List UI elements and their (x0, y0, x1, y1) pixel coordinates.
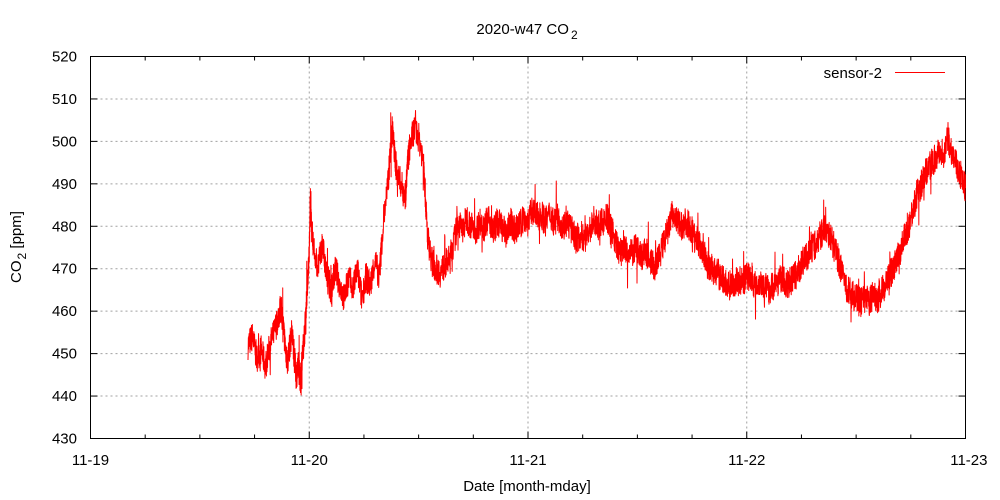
x-tick-labels: 11-19 11-20 11-21 11-22 11-23 (72, 452, 988, 469)
x-tick-label: 11-20 (291, 452, 328, 469)
y-tick-label: 470 (52, 261, 77, 278)
x-tick-label: 11-22 (728, 452, 765, 469)
y-tick-labels: 430 440 450 460 470 480 490 500 510 520 (52, 49, 77, 448)
y-tick-label: 520 (52, 49, 77, 66)
legend-label-sensor-2: sensor-2 (824, 65, 882, 82)
y-axis-label: CO2 [ppm] (8, 211, 29, 283)
grid-lines (90, 56, 966, 439)
y-tick-label: 460 (52, 303, 77, 320)
series-line-sensor-2 (247, 110, 966, 396)
y-tick-label: 500 (52, 133, 77, 150)
axis-ticks (90, 56, 966, 439)
y-tick-label: 430 (52, 431, 77, 448)
x-axis-label: Date [month-mday] (463, 478, 591, 495)
x-tick-label: 11-23 (950, 452, 987, 469)
legend: sensor-2 (824, 65, 945, 82)
series-layer (247, 110, 966, 396)
chart-title: 2020-w47 CO 2 (476, 21, 578, 42)
y-tick-label: 510 (52, 91, 77, 108)
y-tick-label: 450 (52, 346, 77, 363)
y-tick-label: 480 (52, 218, 77, 235)
x-tick-label: 11-19 (72, 452, 109, 469)
x-tick-label: 11-21 (509, 452, 546, 469)
y-tick-label: 440 (52, 388, 77, 405)
y-tick-label: 490 (52, 176, 77, 193)
